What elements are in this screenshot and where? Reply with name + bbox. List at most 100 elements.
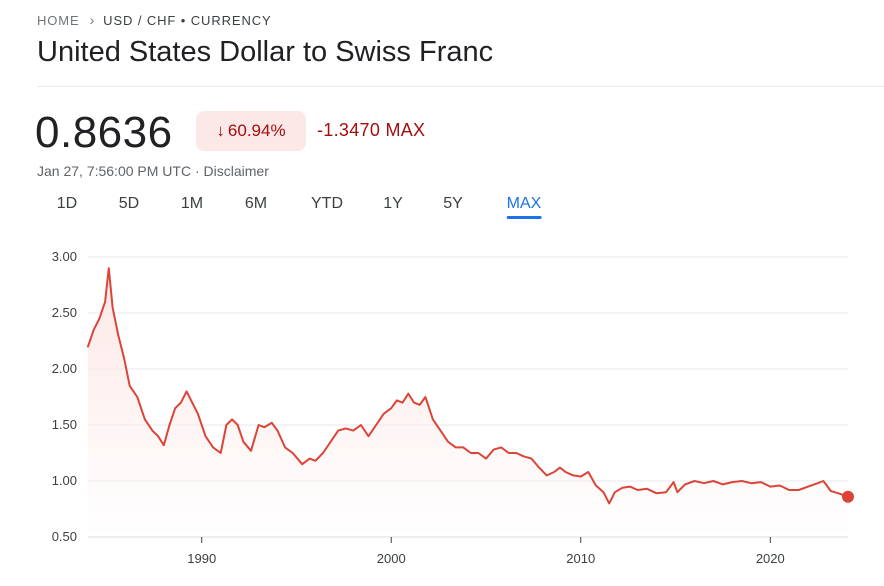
data-point <box>152 430 154 432</box>
change-percent: 60.94% <box>227 121 286 140</box>
data-point <box>646 488 648 490</box>
data-point <box>603 491 605 493</box>
timestamp-disclaimer: Jan 27, 7:56:00 PM UTC · Disclaimer <box>37 163 269 179</box>
series-line <box>87 267 849 505</box>
data-point <box>301 463 303 465</box>
range-tabs: 1D 5D 1M 6M YTD 1Y 5Y MAX <box>37 195 577 225</box>
data-point <box>231 419 233 421</box>
tab-5y[interactable]: 5Y <box>443 195 463 212</box>
chevron-right-icon: › <box>89 12 96 28</box>
data-point <box>751 482 753 484</box>
tab-1y[interactable]: 1Y <box>383 195 403 212</box>
tab-1d[interactable]: 1D <box>56 195 78 212</box>
data-point <box>180 402 182 404</box>
series-area <box>88 268 848 537</box>
data-point <box>375 424 377 426</box>
data-point <box>144 419 146 421</box>
data-point <box>546 475 548 477</box>
data-point <box>163 444 165 446</box>
data-point <box>508 452 510 454</box>
data-point <box>485 458 487 460</box>
data-point <box>817 482 819 484</box>
data-point <box>118 335 120 337</box>
data-point <box>516 452 518 454</box>
divider <box>37 86 884 87</box>
data-point <box>353 430 355 432</box>
data-point <box>205 435 207 437</box>
data-point <box>798 489 800 491</box>
data-point <box>595 485 597 487</box>
data-point <box>345 428 347 430</box>
data-point <box>390 407 392 409</box>
x-tick-label: 1990 <box>187 551 216 566</box>
data-point <box>368 435 370 437</box>
data-point <box>129 385 131 387</box>
data-point <box>315 460 317 462</box>
data-point <box>732 481 734 483</box>
arrow-down-icon: ↓ <box>216 121 225 140</box>
data-point <box>478 452 480 454</box>
data-point <box>432 419 434 421</box>
tab-max[interactable]: MAX <box>506 195 541 219</box>
data-point <box>271 422 273 424</box>
change-percent-badge: ↓ 60.94% <box>196 111 306 151</box>
data-point <box>523 456 525 458</box>
data-point <box>360 424 362 426</box>
data-point <box>572 475 574 477</box>
data-point <box>722 484 724 486</box>
breadcrumb-current: USD / CHF • CURRENCY <box>103 12 272 28</box>
data-point <box>440 430 442 432</box>
data-point <box>455 447 457 449</box>
tab-5d[interactable]: 5D <box>118 195 140 212</box>
line <box>87 267 854 505</box>
tab-6m[interactable]: 6M <box>244 195 268 212</box>
data-point <box>277 430 279 432</box>
data-point <box>264 426 266 428</box>
x-tick-label: 2020 <box>756 551 785 566</box>
data-point <box>226 424 228 426</box>
price-chart[interactable]: 3.00 2.50 2.00 1.50 1.00 0.50 1990 2000 2010 2020 <box>0 240 884 586</box>
data-point <box>447 441 449 443</box>
data-point <box>608 503 610 505</box>
data-point <box>99 318 101 320</box>
data-point <box>779 485 781 487</box>
x-tick-label: 2010 <box>566 551 595 566</box>
data-point <box>169 424 171 426</box>
data-point <box>665 491 667 493</box>
data-point <box>402 402 404 404</box>
data-point <box>684 484 686 486</box>
data-point <box>104 301 106 303</box>
data-point <box>419 404 421 406</box>
data-point <box>553 471 555 473</box>
data-point <box>823 480 825 482</box>
data-point <box>425 396 427 398</box>
data-point <box>588 471 590 473</box>
data-point <box>112 307 114 309</box>
data-point <box>220 452 222 454</box>
data-point <box>713 480 715 482</box>
tab-ytd[interactable]: YTD <box>311 195 343 212</box>
data-point <box>614 491 616 493</box>
breadcrumb-home[interactable]: HOME <box>37 12 80 28</box>
tab-1m[interactable]: 1M <box>180 195 204 212</box>
x-tick-label: 2000 <box>377 551 406 566</box>
data-point <box>413 402 415 404</box>
data-point <box>637 489 639 491</box>
data-point <box>123 357 125 359</box>
data-point <box>807 486 809 488</box>
data-point <box>673 481 675 483</box>
data-point <box>500 447 502 449</box>
data-point <box>237 424 239 426</box>
change-absolute: -1.3470 MAX <box>317 120 426 140</box>
data-point <box>191 402 193 404</box>
data-point <box>243 441 245 443</box>
y-tick-label: 2.00 <box>52 361 77 376</box>
data-point <box>408 393 410 395</box>
data-point <box>565 471 567 473</box>
data-point <box>157 435 159 437</box>
data-point <box>622 487 624 489</box>
data-point <box>322 452 324 454</box>
data-point <box>186 391 188 393</box>
data-point <box>677 491 679 493</box>
data-point <box>137 396 139 398</box>
